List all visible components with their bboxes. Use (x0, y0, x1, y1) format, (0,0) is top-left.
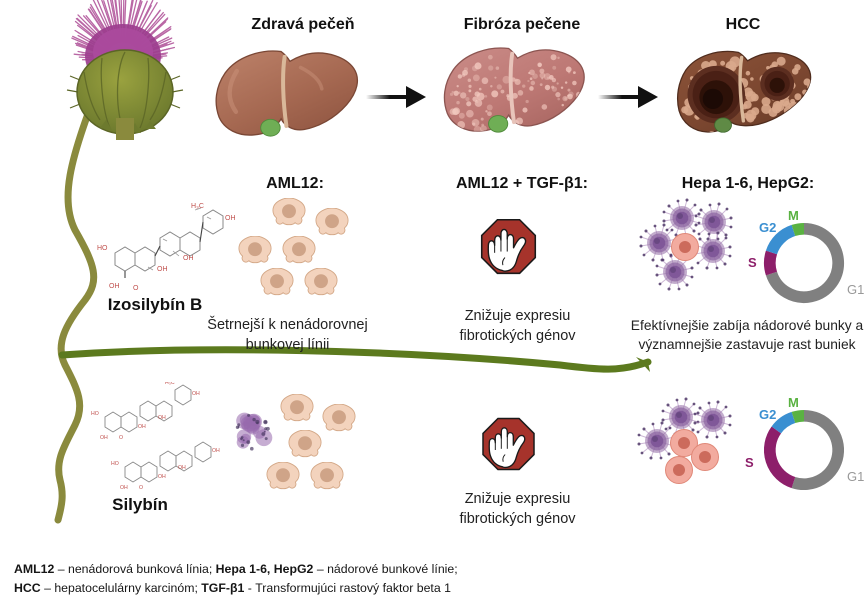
svg-text:HO: HO (91, 411, 99, 417)
svg-text:OH: OH (138, 424, 146, 430)
svg-text:OH: OH (158, 415, 166, 421)
svg-text:OH: OH (225, 215, 236, 222)
svg-text:OH: OH (109, 283, 120, 290)
svg-text:OH: OH (158, 474, 166, 480)
svg-text:OH: OH (192, 391, 200, 397)
svg-text:OH: OH (120, 485, 128, 490)
svg-text:O: O (139, 485, 143, 490)
svg-text:OH: OH (183, 255, 194, 262)
svg-text:HO: HO (97, 245, 108, 252)
svg-text:OH: OH (157, 266, 168, 273)
svg-text:H₃C: H₃C (165, 382, 175, 386)
svg-text:OH: OH (212, 448, 220, 454)
svg-text:HO: HO (111, 461, 119, 467)
svg-text:OH: OH (100, 435, 108, 440)
svg-text:OH: OH (178, 465, 186, 471)
svg-text:O: O (133, 285, 139, 292)
